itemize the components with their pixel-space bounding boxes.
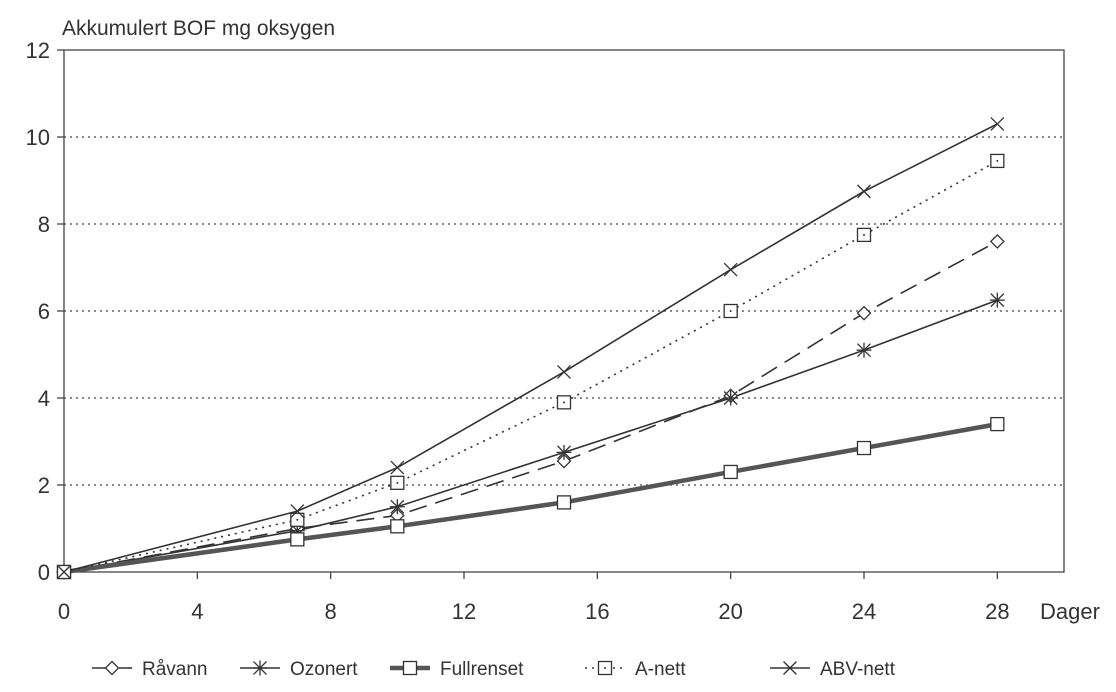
legend-marker-ozonert <box>252 660 268 676</box>
legend-item-ozonert: Ozonert <box>240 659 358 680</box>
point-fullrenset-3 <box>556 495 572 510</box>
grid-lines <box>64 136 1064 486</box>
legend-label-a-nett: A-nett <box>635 659 686 680</box>
point-fullrenset-4 <box>723 464 738 480</box>
x-tick-label-0: 0 <box>58 599 70 624</box>
x-tick-label-4: 4 <box>191 599 203 624</box>
point-ozonert-2 <box>389 499 405 515</box>
legend-marker-r-vann <box>104 660 120 676</box>
point-abv-nett-0 <box>57 565 71 579</box>
y-tick-label-6: 6 <box>38 299 50 324</box>
legend: Råvann Ozonert Fullrenset A-nett ABV-nett <box>92 659 896 680</box>
x-tick-label-12: 12 <box>452 599 476 624</box>
legend-item-a-nett: A-nett <box>585 659 686 680</box>
point-abv-nett-4 <box>723 262 738 277</box>
legend-marker-abv-nett <box>783 661 797 675</box>
point-r-vann-6 <box>989 233 1005 249</box>
point-a-nett-6 <box>990 153 1005 169</box>
point-abv-nett-3 <box>557 364 571 379</box>
legend-item-r-vann: Råvann <box>92 659 208 680</box>
point-fullrenset-2 <box>390 519 405 534</box>
point-ozonert-6 <box>989 292 1005 308</box>
x-tick-label-16: 16 <box>585 599 609 624</box>
point-abv-nett-1 <box>290 504 305 519</box>
y-tick-label-8: 8 <box>38 212 50 237</box>
point-abv-nett-5 <box>857 184 871 199</box>
point-abv-nett-6 <box>990 116 1005 131</box>
point-abv-nett-2 <box>390 460 405 475</box>
x-tick-label-28: 28 <box>985 599 1009 624</box>
point-a-nett-4 <box>723 303 738 319</box>
x-tick-label-20: 20 <box>718 599 742 624</box>
point-fullrenset-6 <box>990 416 1005 432</box>
series-lines <box>63 123 998 575</box>
series-line-ozonert <box>63 299 998 573</box>
series-markers <box>56 116 1005 580</box>
y-tick-label-12: 12 <box>26 38 50 63</box>
legend-item-abv-nett: ABV-nett <box>770 659 896 680</box>
chart-title: Akkumulert BOF mg oksygen <box>62 17 335 40</box>
point-fullrenset-5 <box>856 440 872 456</box>
point-r-vann-3 <box>556 453 572 469</box>
legend-label-fullrenset: Fullrenset <box>440 659 524 680</box>
point-a-nett-2 <box>390 475 405 490</box>
legend-label-ozonert: Ozonert <box>290 659 358 680</box>
point-r-vann-5 <box>856 305 872 321</box>
point-a-nett-1 <box>290 512 305 527</box>
y-tick-label-4: 4 <box>38 386 50 411</box>
x-axis-label: Dager <box>1040 599 1100 624</box>
series-line-abv-nett <box>63 123 998 573</box>
x-tick-label-8: 8 <box>325 599 337 624</box>
legend-marker-fullrenset <box>402 660 418 676</box>
x-tick-label-24: 24 <box>852 599 876 624</box>
point-a-nett-3 <box>556 395 572 410</box>
legend-item-fullrenset: Fullrenset <box>390 659 524 680</box>
y-tick-label-0: 0 <box>38 560 50 585</box>
y-tick-label-2: 2 <box>38 473 50 498</box>
legend-label-abv-nett: ABV-nett <box>820 659 896 680</box>
legend-label-r-vann: Råvann <box>142 659 208 680</box>
point-a-nett-5 <box>856 227 872 243</box>
y-tick-label-10: 10 <box>26 125 50 150</box>
point-fullrenset-1 <box>290 532 305 547</box>
series-line-a-nett <box>63 160 998 573</box>
point-ozonert-4 <box>723 390 739 406</box>
point-ozonert-5 <box>856 342 872 358</box>
legend-marker-a-nett <box>597 660 613 676</box>
series-line-r-vann <box>63 240 998 573</box>
point-ozonert-3 <box>556 444 572 460</box>
